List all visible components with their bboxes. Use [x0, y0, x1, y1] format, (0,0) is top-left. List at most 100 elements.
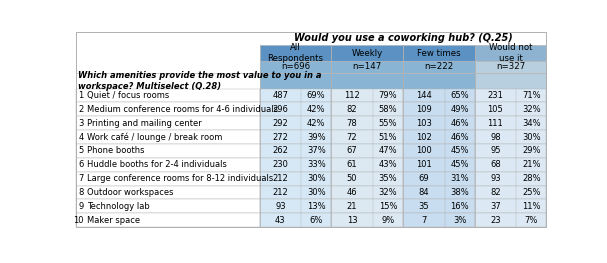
Text: 100: 100 — [416, 146, 432, 155]
Bar — [403, 172, 475, 186]
Bar — [76, 102, 260, 116]
Text: 71%: 71% — [522, 91, 541, 100]
Text: 262: 262 — [273, 146, 288, 155]
Bar — [76, 158, 260, 172]
Text: 10: 10 — [73, 216, 84, 225]
Text: Work café / lounge / break room: Work café / lounge / break room — [87, 132, 222, 142]
Bar — [76, 130, 260, 144]
Bar — [403, 89, 475, 102]
Text: 23: 23 — [490, 216, 501, 225]
Bar — [475, 73, 546, 89]
Bar — [260, 213, 331, 227]
Bar — [403, 102, 475, 116]
Text: 78: 78 — [347, 119, 358, 128]
Bar — [403, 45, 475, 61]
Bar — [76, 186, 260, 199]
Text: 4: 4 — [78, 133, 84, 141]
Text: Which amenities provide the most value to you in a
workspace? Multiselect (Q.28): Which amenities provide the most value t… — [78, 71, 322, 90]
Text: 50: 50 — [347, 174, 358, 183]
Text: 7: 7 — [421, 216, 426, 225]
Bar — [475, 130, 546, 144]
Bar — [331, 61, 403, 73]
Bar — [475, 144, 546, 158]
Bar — [331, 116, 403, 130]
Text: 109: 109 — [416, 105, 432, 114]
Text: 144: 144 — [416, 91, 432, 100]
Bar — [403, 213, 475, 227]
Bar — [331, 45, 403, 61]
Text: 43: 43 — [275, 216, 286, 225]
Text: 105: 105 — [487, 105, 503, 114]
Bar — [475, 61, 546, 73]
Text: 21: 21 — [347, 202, 358, 211]
Bar — [475, 172, 546, 186]
Text: n=147: n=147 — [353, 62, 382, 71]
Text: 272: 272 — [273, 133, 288, 141]
Text: 3%: 3% — [453, 216, 466, 225]
Text: Technology lab: Technology lab — [87, 202, 149, 211]
Text: n=327: n=327 — [496, 62, 525, 71]
Bar — [475, 102, 546, 116]
Text: 32%: 32% — [379, 188, 397, 197]
Text: 93: 93 — [490, 174, 501, 183]
Text: 230: 230 — [273, 160, 288, 169]
Text: 46%: 46% — [450, 133, 469, 141]
Text: 21%: 21% — [522, 160, 540, 169]
Text: 9%: 9% — [381, 216, 395, 225]
Text: 3: 3 — [78, 119, 84, 128]
Bar — [475, 116, 546, 130]
Bar — [403, 158, 475, 172]
Bar — [260, 130, 331, 144]
Text: 102: 102 — [416, 133, 432, 141]
Text: 42%: 42% — [307, 119, 325, 128]
Text: 2: 2 — [78, 105, 84, 114]
Text: Maker space: Maker space — [87, 216, 140, 225]
Text: 45%: 45% — [450, 146, 469, 155]
Text: Weekly: Weekly — [351, 49, 382, 58]
Text: 33%: 33% — [307, 160, 325, 169]
Text: 296: 296 — [273, 105, 288, 114]
Text: Outdoor workspaces: Outdoor workspaces — [87, 188, 173, 197]
Text: 34%: 34% — [522, 119, 541, 128]
Text: 51%: 51% — [379, 133, 397, 141]
Text: 42%: 42% — [307, 105, 325, 114]
Text: 13: 13 — [347, 216, 358, 225]
Bar — [403, 186, 475, 199]
Text: 47%: 47% — [379, 146, 397, 155]
Text: 101: 101 — [416, 160, 432, 169]
Text: 37: 37 — [490, 202, 501, 211]
Bar — [76, 144, 260, 158]
Bar — [260, 73, 331, 89]
Bar — [331, 186, 403, 199]
Bar — [331, 102, 403, 116]
Text: 231: 231 — [487, 91, 503, 100]
Text: 46%: 46% — [450, 119, 469, 128]
Text: 82: 82 — [347, 105, 358, 114]
Text: Large conference rooms for 8-12 individuals: Large conference rooms for 8-12 individu… — [87, 174, 273, 183]
Bar — [475, 45, 546, 61]
Bar — [260, 45, 331, 61]
Text: 112: 112 — [344, 91, 360, 100]
Text: 5: 5 — [78, 146, 84, 155]
Text: 65%: 65% — [450, 91, 469, 100]
Text: 55%: 55% — [379, 119, 397, 128]
Bar — [260, 186, 331, 199]
Bar — [260, 158, 331, 172]
Text: n=696: n=696 — [281, 62, 310, 71]
Bar — [475, 89, 546, 102]
Text: 28%: 28% — [522, 174, 541, 183]
Text: 93: 93 — [275, 202, 286, 211]
Text: 61: 61 — [347, 160, 358, 169]
Text: 7%: 7% — [524, 216, 538, 225]
Bar — [331, 172, 403, 186]
Text: 487: 487 — [273, 91, 288, 100]
Bar — [260, 116, 331, 130]
Bar — [475, 213, 546, 227]
Bar — [331, 199, 403, 213]
Text: 82: 82 — [490, 188, 501, 197]
Bar — [260, 172, 331, 186]
Bar — [76, 45, 260, 73]
Bar — [403, 116, 475, 130]
Text: 31%: 31% — [450, 174, 469, 183]
Text: 6: 6 — [78, 160, 84, 169]
